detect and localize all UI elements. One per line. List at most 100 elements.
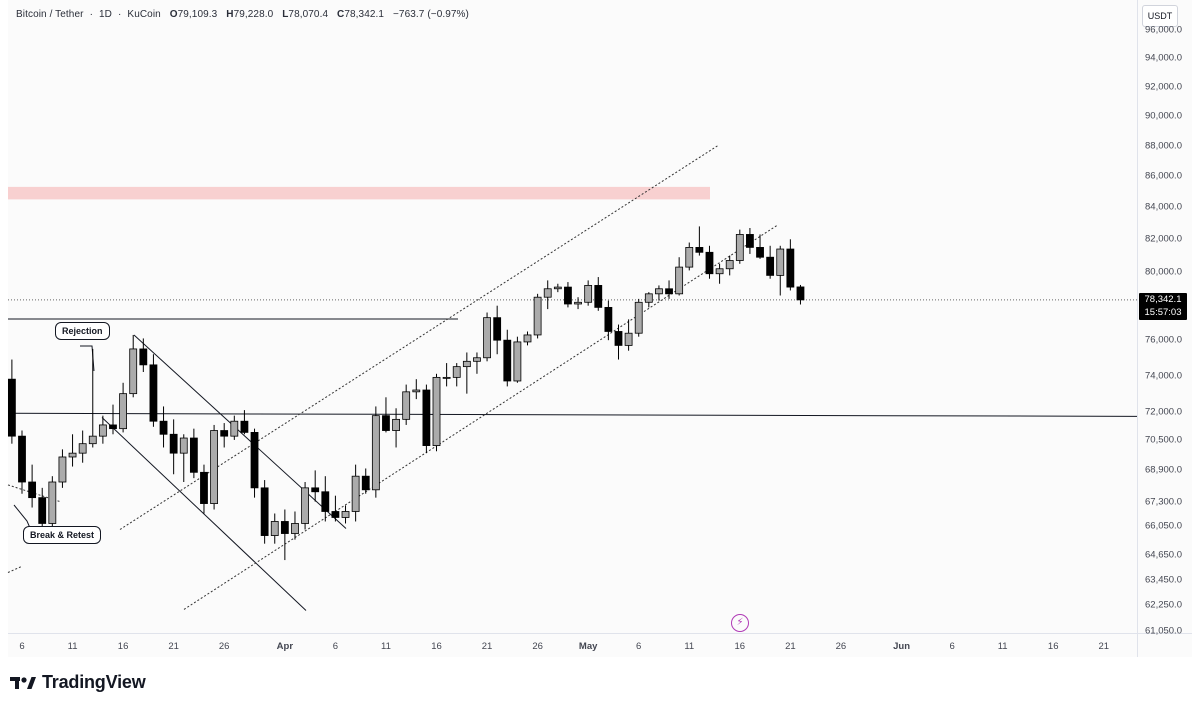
candle-body <box>776 248 785 276</box>
candle-body <box>250 432 259 489</box>
candle-body <box>604 306 613 332</box>
y-tick-label: 92,000.0 <box>1145 81 1182 92</box>
candle-body <box>513 341 522 382</box>
candle-body <box>382 415 390 431</box>
candle-body <box>715 268 724 275</box>
candle-body <box>361 475 370 491</box>
horizontal-level-line <box>7 412 1138 417</box>
open-label: O <box>169 9 178 20</box>
x-tick-label: 21 <box>481 641 493 652</box>
symbol-header[interactable]: Bitcoin / Tether · 1D · KuCoin O79,109.3 H79… <box>16 9 475 20</box>
candle-body <box>230 420 239 437</box>
candle-body <box>756 247 764 258</box>
high-label: H <box>226 9 234 20</box>
candle-body <box>695 247 704 253</box>
candle-body <box>78 443 87 454</box>
candle-body <box>169 433 178 454</box>
y-tick-label: 84,000.0 <box>1145 201 1182 213</box>
candle-body <box>543 288 552 298</box>
candle-body <box>705 251 714 275</box>
candle-body <box>655 288 663 295</box>
candle-body <box>402 391 411 420</box>
y-tick-label: 74,000.0 <box>1145 370 1182 382</box>
ascending-channel-lower <box>183 224 779 610</box>
candle-body <box>88 435 97 445</box>
candle-body <box>796 286 805 301</box>
currency-button[interactable]: USDT <box>1142 5 1178 27</box>
candle-body <box>503 339 512 382</box>
candle-body <box>18 435 26 483</box>
candle-body <box>58 456 67 483</box>
candle-body <box>675 266 684 295</box>
candle-body <box>432 376 441 446</box>
candle-body <box>7 378 16 437</box>
channel-stub <box>7 565 23 573</box>
ascending-channel-upper <box>119 145 719 530</box>
candle-body <box>210 430 218 504</box>
candle-body <box>331 511 340 518</box>
candle-body <box>553 286 562 290</box>
x-tick-label: 11 <box>381 641 391 652</box>
brand-name: TradingView <box>42 672 146 692</box>
lightning-bolt-icon[interactable]: ⚡ <box>731 614 749 632</box>
ohlc-high: H79,228.0 <box>226 9 273 20</box>
sep-dot: · <box>117 9 122 20</box>
break-retest-note[interactable]: Break & Retest <box>23 526 102 544</box>
ohlc-open: O79,109.3 <box>170 9 218 20</box>
tradingview-logo-icon <box>10 676 36 689</box>
y-tick-label: 64,650.0 <box>1145 549 1182 561</box>
rejection-callout-tail <box>80 345 95 372</box>
y-tick-label: 76,000.0 <box>1145 334 1182 346</box>
candle-body <box>766 256 775 276</box>
x-tick-label: 16 <box>431 641 442 652</box>
candle-body <box>341 511 350 518</box>
candle-body <box>28 481 37 499</box>
y-tick-label: 82,000.0 <box>1145 233 1182 245</box>
tradingview-logo[interactable]: TradingView <box>10 672 146 693</box>
interval-label[interactable]: 1D <box>99 9 112 20</box>
candle-body <box>624 332 633 346</box>
x-tick-label: 26 <box>835 641 847 652</box>
candle-body <box>280 521 289 534</box>
x-tick-label: 26 <box>218 641 230 652</box>
candle-body <box>351 475 360 512</box>
axes-layer <box>8 0 1192 657</box>
candle-body <box>452 366 461 378</box>
candle-body <box>139 348 148 366</box>
chart-frame <box>8 0 1192 657</box>
rejection-note[interactable]: Rejection <box>55 322 110 340</box>
last-price-value: 78,342.1 <box>1144 294 1182 305</box>
ohlc-low: L78,070.4 <box>282 9 328 20</box>
high-value: 79,228.0 <box>233 9 274 20</box>
candle-body <box>48 481 57 524</box>
candles-layer <box>7 226 805 561</box>
candle-body <box>159 420 168 435</box>
candle-body <box>685 247 694 268</box>
bar-countdown: 15:57:03 <box>1144 307 1182 318</box>
candle-body <box>412 389 421 393</box>
y-tick-label: 67,300.0 <box>1145 496 1182 508</box>
resistance-zone <box>8 186 710 200</box>
close-label: C <box>337 9 345 20</box>
candle-body <box>149 364 158 422</box>
candle-body <box>634 301 643 334</box>
candle-body <box>68 452 77 458</box>
candle-body <box>725 260 734 270</box>
candle-body <box>442 376 451 379</box>
x-tick-label: Jun <box>893 641 911 652</box>
candle-body <box>371 415 380 491</box>
candle-body <box>493 317 502 341</box>
candle-body <box>291 523 299 534</box>
descending-channel-upper <box>133 334 347 529</box>
symbol-name[interactable]: Bitcoin / Tether <box>16 9 84 20</box>
candle-body <box>665 288 673 295</box>
y-tick-label: 70,500.0 <box>1145 434 1182 446</box>
exchange-label: KuCoin <box>127 9 161 20</box>
y-tick-label: 80,000.0 <box>1145 266 1182 278</box>
y-tick-label: 72,000.0 <box>1145 406 1182 418</box>
x-tick-label: 6 <box>636 641 642 652</box>
sep-dot: · <box>89 9 93 20</box>
candle-body <box>220 430 229 437</box>
candle-body <box>644 293 653 303</box>
